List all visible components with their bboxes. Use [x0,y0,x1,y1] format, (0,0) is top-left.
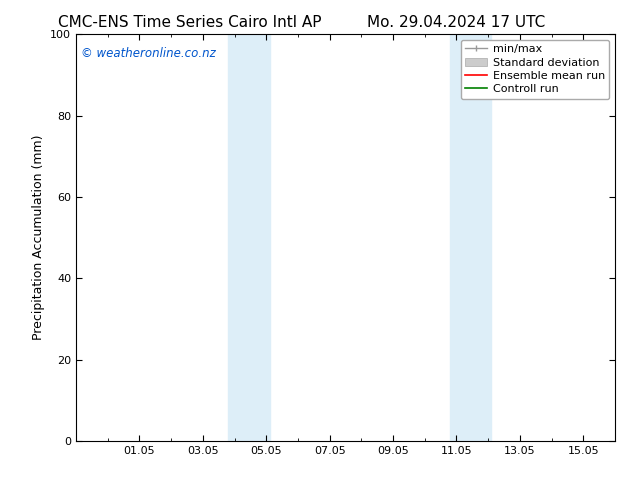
Text: Mo. 29.04.2024 17 UTC: Mo. 29.04.2024 17 UTC [367,15,546,30]
Text: © weatheronline.co.nz: © weatheronline.co.nz [81,47,216,59]
Bar [228,34,269,441]
Bar [450,34,491,441]
Legend: min/max, Standard deviation, Ensemble mean run, Controll run: min/max, Standard deviation, Ensemble me… [460,40,609,99]
Text: CMC-ENS Time Series Cairo Intl AP: CMC-ENS Time Series Cairo Intl AP [58,15,322,30]
Y-axis label: Precipitation Accumulation (mm): Precipitation Accumulation (mm) [32,135,44,341]
